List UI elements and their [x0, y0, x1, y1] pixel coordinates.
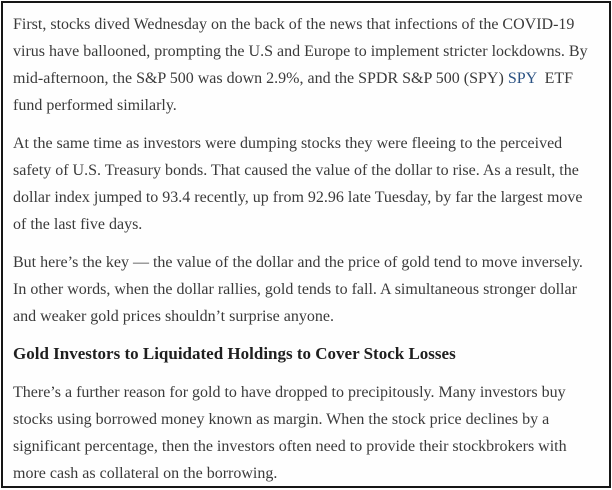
spy-ticker-link[interactable]: SPY: [507, 70, 537, 87]
paragraph-dollar-gold-inverse: But here’s the key — the value of the do…: [13, 254, 587, 325]
paragraph-text-after-link: ETF fund performed similarly.: [13, 70, 578, 114]
paragraph-margin-calls: There’s a further reason for gold to hav…: [13, 384, 571, 482]
section-heading-gold-liquidation: Gold Investors to Liquidated Holdings to…: [13, 344, 456, 363]
paragraph-market-selloff: First, stocks dived Wednesday on the bac…: [13, 11, 598, 119]
paragraph-treasury-dollar: At the same time as investors were dumpi…: [13, 135, 587, 233]
paragraph-text-before-link: First, stocks dived Wednesday on the bac…: [13, 16, 592, 87]
article-body: First, stocks dived Wednesday on the bac…: [13, 11, 598, 486]
